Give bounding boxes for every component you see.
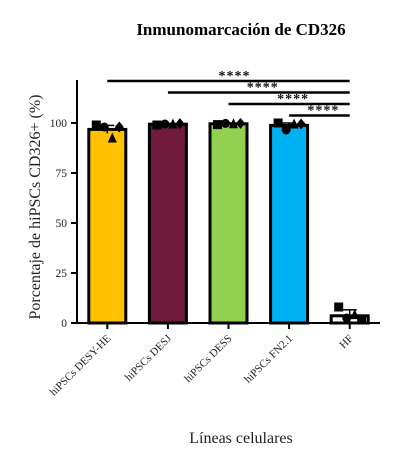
data-point-diamond bbox=[236, 117, 245, 129]
data-point-circle bbox=[281, 125, 291, 135]
bar bbox=[208, 122, 249, 325]
bar bbox=[87, 127, 128, 325]
data-point-triangle bbox=[107, 132, 117, 143]
significance-label: **** bbox=[277, 92, 309, 107]
data-point-diamond bbox=[175, 118, 185, 130]
y-tick-label: 0 bbox=[61, 318, 67, 330]
x-tick-label: hiPSCs DESJ bbox=[123, 332, 175, 384]
data-point-square bbox=[152, 120, 162, 130]
data-point-diamond bbox=[296, 118, 306, 130]
x-axis-label: Líneas celulares bbox=[189, 430, 293, 447]
x-tick-label: hiPSCs DESY-HE bbox=[48, 332, 114, 398]
data-point-square bbox=[357, 315, 367, 325]
significance-label: **** bbox=[219, 69, 251, 84]
bar bbox=[269, 123, 310, 325]
significance-label: **** bbox=[247, 81, 279, 96]
data-point-circle bbox=[221, 118, 230, 128]
chart-title: Inmunomarcación de CD326 bbox=[136, 20, 345, 39]
data-point-square bbox=[334, 302, 344, 312]
y-tick-label: 100 bbox=[50, 118, 68, 130]
data-point-diamond bbox=[114, 121, 124, 133]
data-point-circle bbox=[99, 122, 109, 132]
y-tick-label: 50 bbox=[56, 218, 68, 230]
x-tick-label: hiPSCs DESS bbox=[182, 333, 234, 385]
data-point-circle bbox=[342, 313, 352, 323]
significance-label: **** bbox=[307, 104, 339, 119]
y-axis-label: Porcentaje de hiPSCs CD326+ (%) bbox=[27, 95, 44, 320]
data-point-square bbox=[273, 118, 283, 128]
x-tick-label: hiPSCs FN2.1 bbox=[242, 333, 295, 386]
y-tick-label: 75 bbox=[56, 168, 68, 180]
data-point-triangle bbox=[289, 118, 299, 129]
data-point-circle bbox=[160, 119, 170, 129]
bar bbox=[147, 122, 188, 325]
data-point-square bbox=[213, 120, 222, 130]
data-point-triangle bbox=[350, 309, 360, 320]
x-tick-label: HF bbox=[337, 333, 355, 351]
data-point-triangle bbox=[168, 118, 178, 129]
data-point-triangle bbox=[229, 118, 238, 129]
y-tick-label: 25 bbox=[56, 268, 68, 280]
data-point-square bbox=[91, 120, 101, 130]
